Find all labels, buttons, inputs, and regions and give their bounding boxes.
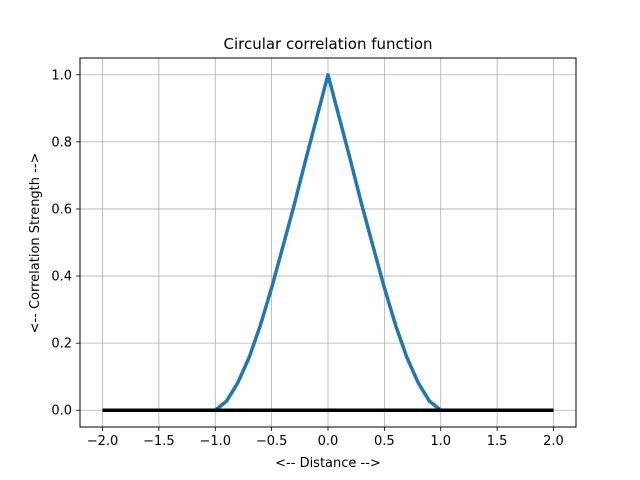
x-tick-label: −1.5 <box>143 434 175 449</box>
x-axis-ticks: −2.0 −1.5 −1.0 −0.5 0.0 0.5 1.0 1.5 2.0 <box>87 427 564 449</box>
y-tick-label: 0.6 <box>51 202 72 217</box>
x-tick-label: −1.0 <box>199 434 231 449</box>
x-tick-label: −2.0 <box>87 434 119 449</box>
y-tick-label: 0.8 <box>51 135 72 150</box>
y-tick-label: 0.4 <box>51 270 72 285</box>
x-tick-label: 1.0 <box>430 434 451 449</box>
y-tick-label: 0.0 <box>51 404 72 419</box>
y-axis-ticks: 0.0 0.2 0.4 0.6 0.8 1.0 <box>51 68 80 419</box>
x-tick-label: 0.0 <box>318 434 339 449</box>
series-layer <box>102 73 554 412</box>
x-tick-label: 2.0 <box>543 434 564 449</box>
x-tick-label: −0.5 <box>256 434 288 449</box>
y-tick-label: 1.0 <box>51 68 72 83</box>
x-tick-label: 1.5 <box>487 434 508 449</box>
chart-title: Circular correlation function <box>223 35 432 53</box>
y-axis-label: <-- Correlation Strength --> <box>28 153 43 334</box>
x-axis-label: <-- Distance --> <box>275 456 381 471</box>
grid <box>80 58 576 427</box>
correlation-curve-line <box>102 73 554 412</box>
y-tick-label: 0.2 <box>51 337 72 352</box>
x-tick-label: 0.5 <box>374 434 395 449</box>
